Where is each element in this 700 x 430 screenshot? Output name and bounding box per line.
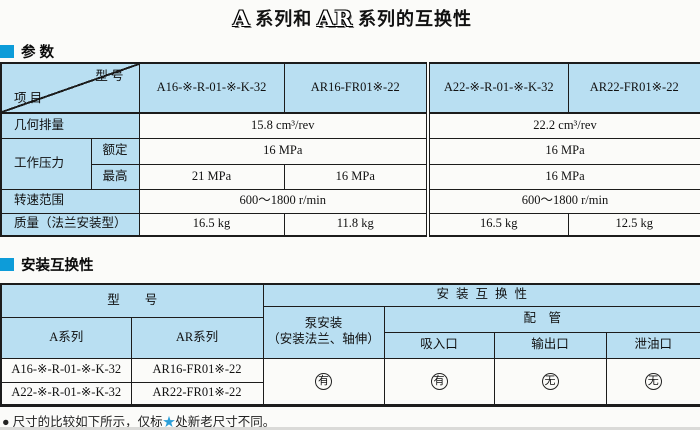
outlet-compat-cell: 无 bbox=[493, 357, 607, 407]
mounting-table: 型 号 安装互换性 泵安装 （安装法兰、轴伸） 配 管 A系列 AR系列 吸入口… bbox=[0, 283, 700, 407]
circled-yes-icon: 有 bbox=[430, 372, 448, 390]
circled-no-icon: 无 bbox=[644, 372, 662, 390]
model-header-a16: A16-※-R-01-※-K-32 bbox=[138, 62, 285, 114]
row-label-speed: 转速范围 bbox=[0, 188, 140, 214]
suction-compat-cell: 有 bbox=[383, 357, 495, 407]
mass-a16-value: 16.5 kg bbox=[138, 212, 285, 237]
ar22-model-cell: AR22-FR01※-22 bbox=[130, 381, 264, 407]
row-label-mass: 质量（法兰安装型） bbox=[0, 212, 140, 237]
corner-model-label: 型 号 bbox=[95, 69, 124, 83]
title-tail: 系列的互换性 bbox=[358, 9, 473, 29]
speed-16-value: 600～1800 r/min bbox=[138, 188, 429, 214]
page-title: A 系列和 AR 系列的互换性 bbox=[0, 2, 700, 34]
a-series-header: A系列 bbox=[0, 316, 132, 359]
circled-no-icon: 无 bbox=[541, 372, 559, 390]
mass-ar22-value: 12.5 kg bbox=[567, 212, 700, 237]
rated-pressure-22-value: 16 MPa bbox=[426, 137, 700, 165]
row-label-displacement: 几何排量 bbox=[0, 112, 140, 139]
sub-label-rated: 额定 bbox=[90, 137, 140, 165]
model-header-a22: A22-※-R-01-※-K-32 bbox=[426, 62, 569, 114]
drain-port-header: 泄油口 bbox=[605, 331, 700, 359]
section-label-parameters: 参 数 bbox=[21, 45, 55, 61]
displacement-16-value: 15.8 cm³/rev bbox=[138, 112, 429, 139]
circled-yes-icon: 有 bbox=[315, 372, 333, 390]
parameters-table: 型 号 项 目 A16-※-R-01-※-K-32 AR16-FR01※-22 … bbox=[0, 62, 700, 237]
section-header-mounting: 安装互换性 bbox=[0, 254, 94, 275]
row-label-pressure: 工作压力 bbox=[0, 137, 92, 190]
blue-square-icon bbox=[0, 45, 14, 58]
mass-ar16-value: 11.8 kg bbox=[283, 212, 429, 237]
page-bottom-edge bbox=[0, 427, 700, 430]
displacement-22-value: 22.2 cm³/rev bbox=[426, 112, 700, 139]
footnote-post: 处新老尺寸不同。 bbox=[175, 415, 276, 429]
mass-a22-value: 16.5 kg bbox=[426, 212, 569, 237]
ar-series-header: AR系列 bbox=[130, 316, 264, 359]
rated-pressure-16-value: 16 MPa bbox=[138, 137, 429, 165]
model-header-ar22: AR22-FR01※-22 bbox=[567, 62, 700, 114]
title-mid: 系列和 bbox=[255, 9, 313, 29]
corner-header-cell: 型 号 项 目 bbox=[0, 62, 140, 114]
model-group-header: 型 号 bbox=[0, 283, 264, 318]
sub-label-max: 最高 bbox=[90, 163, 140, 190]
pump-mount-line1: 泵安装 bbox=[304, 316, 343, 331]
outlet-port-header: 输出口 bbox=[493, 331, 607, 359]
a16-model-cell: A16-※-R-01-※-K-32 bbox=[0, 357, 132, 383]
footnote-pre: ● 尺寸的比较如下所示，仅标 bbox=[2, 415, 163, 429]
corner-item-label: 项 目 bbox=[14, 91, 43, 106]
pump-mount-compat-cell: 有 bbox=[262, 357, 385, 407]
ar16-model-cell: AR16-FR01※-22 bbox=[130, 357, 264, 383]
model-header-ar16: AR16-FR01※-22 bbox=[283, 62, 429, 114]
pump-mount-header: 泵安装 （安装法兰、轴伸） bbox=[262, 305, 385, 359]
compat-group-header: 安装互换性 bbox=[262, 283, 700, 307]
a22-model-cell: A22-※-R-01-※-K-32 bbox=[0, 381, 132, 407]
pump-mount-line2: （安装法兰、轴伸） bbox=[267, 332, 380, 346]
speed-22-value: 600～1800 r/min bbox=[426, 188, 700, 214]
blue-square-icon bbox=[0, 258, 14, 271]
section-header-parameters: 参 数 bbox=[0, 41, 54, 62]
max-pressure-22-value: 16 MPa bbox=[426, 163, 700, 190]
section-label-mounting: 安装互换性 bbox=[21, 258, 94, 274]
fancy-letter-ar: AR bbox=[317, 5, 354, 31]
piping-group-header: 配 管 bbox=[383, 305, 700, 333]
max-pressure-a16-value: 21 MPa bbox=[138, 163, 285, 190]
star-icon: ★ bbox=[162, 415, 176, 429]
footnote: ● 尺寸的比较如下所示，仅标★处新老尺寸不同。 bbox=[2, 411, 275, 430]
fancy-letter-a: A bbox=[232, 5, 251, 31]
drain-compat-cell: 无 bbox=[605, 357, 700, 407]
max-pressure-ar16-value: 16 MPa bbox=[283, 163, 429, 190]
suction-port-header: 吸入口 bbox=[383, 331, 495, 359]
